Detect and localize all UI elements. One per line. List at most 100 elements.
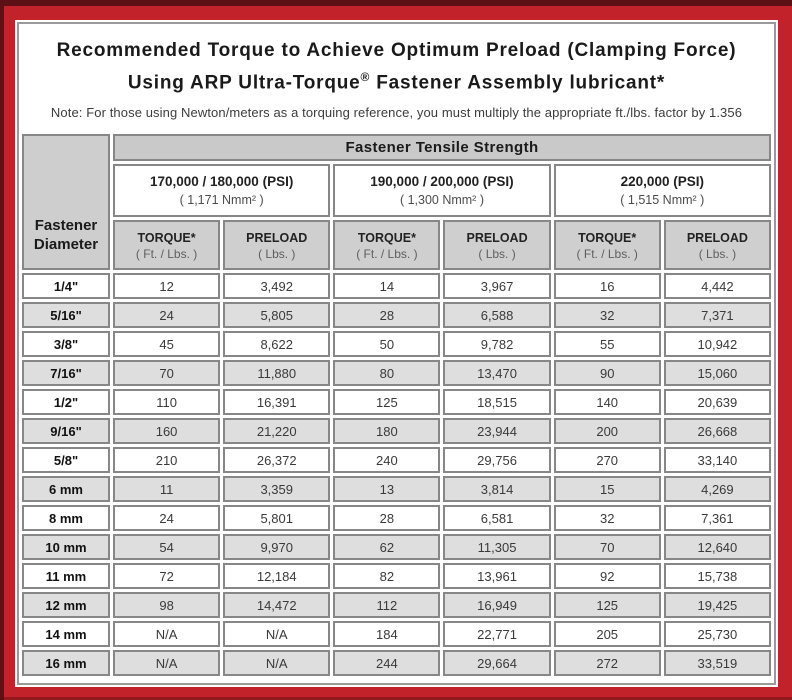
torque-cell: 272 (553, 650, 661, 677)
table-row: 1/4" 12 3,492 14 3,967 16 4,442 (22, 273, 771, 300)
preload-cell: 5,801 (223, 505, 331, 532)
torque-unit: ( Ft. / Lbs. ) (356, 246, 418, 261)
table-row: 11 mm 72 12,184 82 13,961 92 15,738 (22, 563, 771, 590)
psi-group-header-170-180: 170,000 / 180,000 (PSI) ( 1,171 Nmm² ) (113, 164, 331, 218)
preload-cell: 19,425 (663, 592, 771, 619)
preload-cell: 4,442 (663, 273, 771, 300)
preload-cell: 10,942 (663, 331, 771, 358)
diameter-cell: 12 mm (22, 592, 110, 619)
torque-cell: 80 (333, 360, 441, 387)
diameter-cell: 3/8" (22, 331, 110, 358)
diameter-cell: 5/8" (22, 447, 110, 474)
diameter-cell: 5/16" (22, 302, 110, 329)
torque-cell: 112 (333, 592, 441, 619)
torque-table: Fastener Diameter Fastener Tensile Stren… (19, 131, 774, 679)
preload-cell: 6,588 (443, 302, 551, 329)
title-line-2-post: Fastener Assembly lubricant* (370, 72, 666, 94)
diameter-cell: 10 mm (22, 534, 110, 561)
torque-cell: 90 (553, 360, 661, 387)
preload-unit: ( Lbs. ) (258, 246, 296, 261)
table-row: 9/16" 160 21,220 180 23,944 200 26,668 (22, 418, 771, 445)
registered-trademark-mark: ® (360, 70, 371, 84)
torque-cell: 240 (333, 447, 441, 474)
preload-cell: 11,880 (223, 360, 331, 387)
diameter-cell: 11 mm (22, 563, 110, 590)
preload-cell: 11,305 (443, 534, 551, 561)
preload-column-header: PRELOAD ( Lbs. ) (223, 220, 331, 271)
title-line-2-pre: Using ARP Ultra-Torque (127, 72, 361, 94)
psi-value: 220,000 (PSI) (620, 174, 704, 190)
psi-value: 170,000 / 180,000 (PSI) (149, 174, 294, 190)
preload-cell: 3,359 (223, 476, 331, 503)
preload-cell: 25,730 (663, 621, 771, 648)
torque-unit: ( Ft. / Lbs. ) (135, 246, 198, 261)
torque-cell: 11 (113, 476, 221, 503)
nmm-subheader: ( 1,171 Nmm² ) (179, 193, 264, 208)
diameter-cell: 9/16" (22, 418, 110, 445)
preload-cell: 13,470 (443, 360, 551, 387)
preload-cell: 20,639 (663, 389, 771, 416)
torque-unit: ( Ft. / Lbs. ) (576, 246, 638, 261)
torque-label: TORQUE* (137, 230, 196, 245)
preload-cell: 15,060 (663, 360, 771, 387)
torque-column-header: TORQUE* ( Ft. / Lbs. ) (333, 220, 441, 271)
preload-cell: 15,738 (663, 563, 771, 590)
preload-cell: 26,372 (223, 447, 331, 474)
torque-cell: 24 (113, 302, 221, 329)
torque-cell: 205 (553, 621, 661, 648)
torque-label: TORQUE* (578, 230, 637, 245)
torque-cell: 62 (333, 534, 441, 561)
preload-cell: 14,472 (223, 592, 331, 619)
tensile-header-row: Fastener Diameter Fastener Tensile Stren… (22, 134, 771, 271)
page-title: Recommended Torque to Achieve Optimum Pr… (19, 24, 774, 120)
preload-cell: 3,814 (443, 476, 551, 503)
preload-cell: 6,581 (443, 505, 551, 532)
preload-cell: 3,492 (223, 273, 331, 300)
diameter-cell: 8 mm (22, 505, 110, 532)
preload-label: PRELOAD (686, 230, 748, 245)
content-panel: Recommended Torque to Achieve Optimum Pr… (17, 22, 776, 685)
diameter-cell: 1/4" (22, 273, 110, 300)
torque-cell: 125 (333, 389, 441, 416)
preload-cell: 29,756 (443, 447, 551, 474)
preload-cell: 22,771 (443, 621, 551, 648)
torque-cell: 12 (113, 273, 221, 300)
torque-cell: 110 (113, 389, 221, 416)
preload-cell: N/A (223, 650, 331, 677)
preload-cell: 4,269 (663, 476, 771, 503)
preload-unit: ( Lbs. ) (698, 246, 737, 261)
torque-cell: 15 (553, 476, 661, 503)
table-row: 14 mm N/A N/A 184 22,771 205 25,730 (22, 621, 771, 648)
torque-cell: 72 (113, 563, 221, 590)
corner-header-fastener-diameter: Fastener Diameter (22, 134, 110, 271)
preload-cell: 9,970 (223, 534, 331, 561)
torque-cell: 32 (553, 505, 661, 532)
preload-column-header: PRELOAD ( Lbs. ) (443, 220, 551, 271)
torque-cell: 98 (113, 592, 221, 619)
preload-column-header: PRELOAD ( Lbs. ) (663, 220, 771, 271)
preload-cell: 21,220 (223, 418, 331, 445)
torque-cell: 70 (113, 360, 221, 387)
psi-group-header-190-200: 190,000 / 200,000 (PSI) ( 1,300 Nmm² ) (333, 164, 551, 218)
torque-cell: 54 (113, 534, 221, 561)
preload-cell: 18,515 (443, 389, 551, 416)
preload-cell: 16,949 (443, 592, 551, 619)
preload-cell: 7,361 (663, 505, 771, 532)
title-line-1: Recommended Torque to Achieve Optimum Pr… (56, 40, 737, 61)
torque-cell: 210 (113, 447, 221, 474)
psi-value: 190,000 / 200,000 (PSI) (370, 174, 514, 190)
title-line-2: Using ARP Ultra-Torque® Fastener Assembl… (19, 64, 774, 96)
table-row: 10 mm 54 9,970 62 11,305 70 12,640 (22, 534, 771, 561)
preload-cell: 16,391 (223, 389, 331, 416)
preload-label: PRELOAD (246, 230, 308, 245)
preload-cell: 5,805 (223, 302, 331, 329)
torque-cell: 32 (553, 302, 661, 329)
preload-cell: 23,944 (443, 418, 551, 445)
tensile-strength-header: Fastener Tensile Strength (113, 134, 771, 162)
torque-cell: 180 (333, 418, 441, 445)
table-row: 3/8" 45 8,622 50 9,782 55 10,942 (22, 331, 771, 358)
torque-cell: 184 (333, 621, 441, 648)
psi-header-row: 170,000 / 180,000 (PSI) ( 1,171 Nmm² ) 1… (22, 164, 771, 218)
torque-column-header: TORQUE* ( Ft. / Lbs. ) (113, 220, 221, 271)
torque-cell: 28 (333, 505, 441, 532)
